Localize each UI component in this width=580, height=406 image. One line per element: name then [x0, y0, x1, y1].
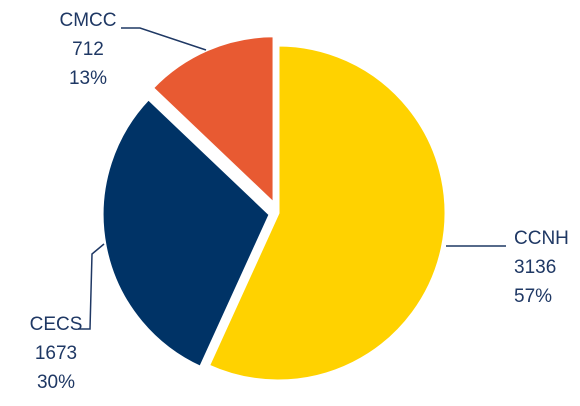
data-label-percent-ccnh: 57%: [514, 286, 552, 307]
data-label-percent-cmcc: 13%: [69, 68, 107, 89]
data-label-value-cecs: 1673: [35, 343, 77, 364]
pie-slices: [100, 34, 448, 383]
pie-slice-ccnh: [206, 43, 448, 383]
leader-line-cecs: [78, 243, 105, 330]
data-label-value-cmcc: 712: [72, 39, 104, 60]
data-label-name-cecs: CECS: [30, 314, 83, 335]
data-label-value-ccnh: 3136: [514, 257, 556, 278]
leader-line-cmcc: [121, 27, 207, 51]
pie-slice-cecs: [100, 97, 272, 369]
data-label-name-cmcc: CMCC: [60, 10, 117, 31]
data-label-cecs: CECS 1673 30%: [30, 314, 83, 393]
data-label-name-ccnh: CCNH: [514, 228, 569, 249]
data-label-cmcc: CMCC 712 13%: [60, 10, 117, 89]
slice-labels: CCNH 3136 57% CECS 1673 30% CMCC 712 13%: [30, 10, 569, 393]
data-label-percent-cecs: 30%: [37, 372, 75, 393]
leader-lines: [78, 27, 506, 330]
pie-slice-cmcc: [150, 34, 276, 206]
data-label-ccnh: CCNH 3136 57%: [514, 228, 569, 307]
